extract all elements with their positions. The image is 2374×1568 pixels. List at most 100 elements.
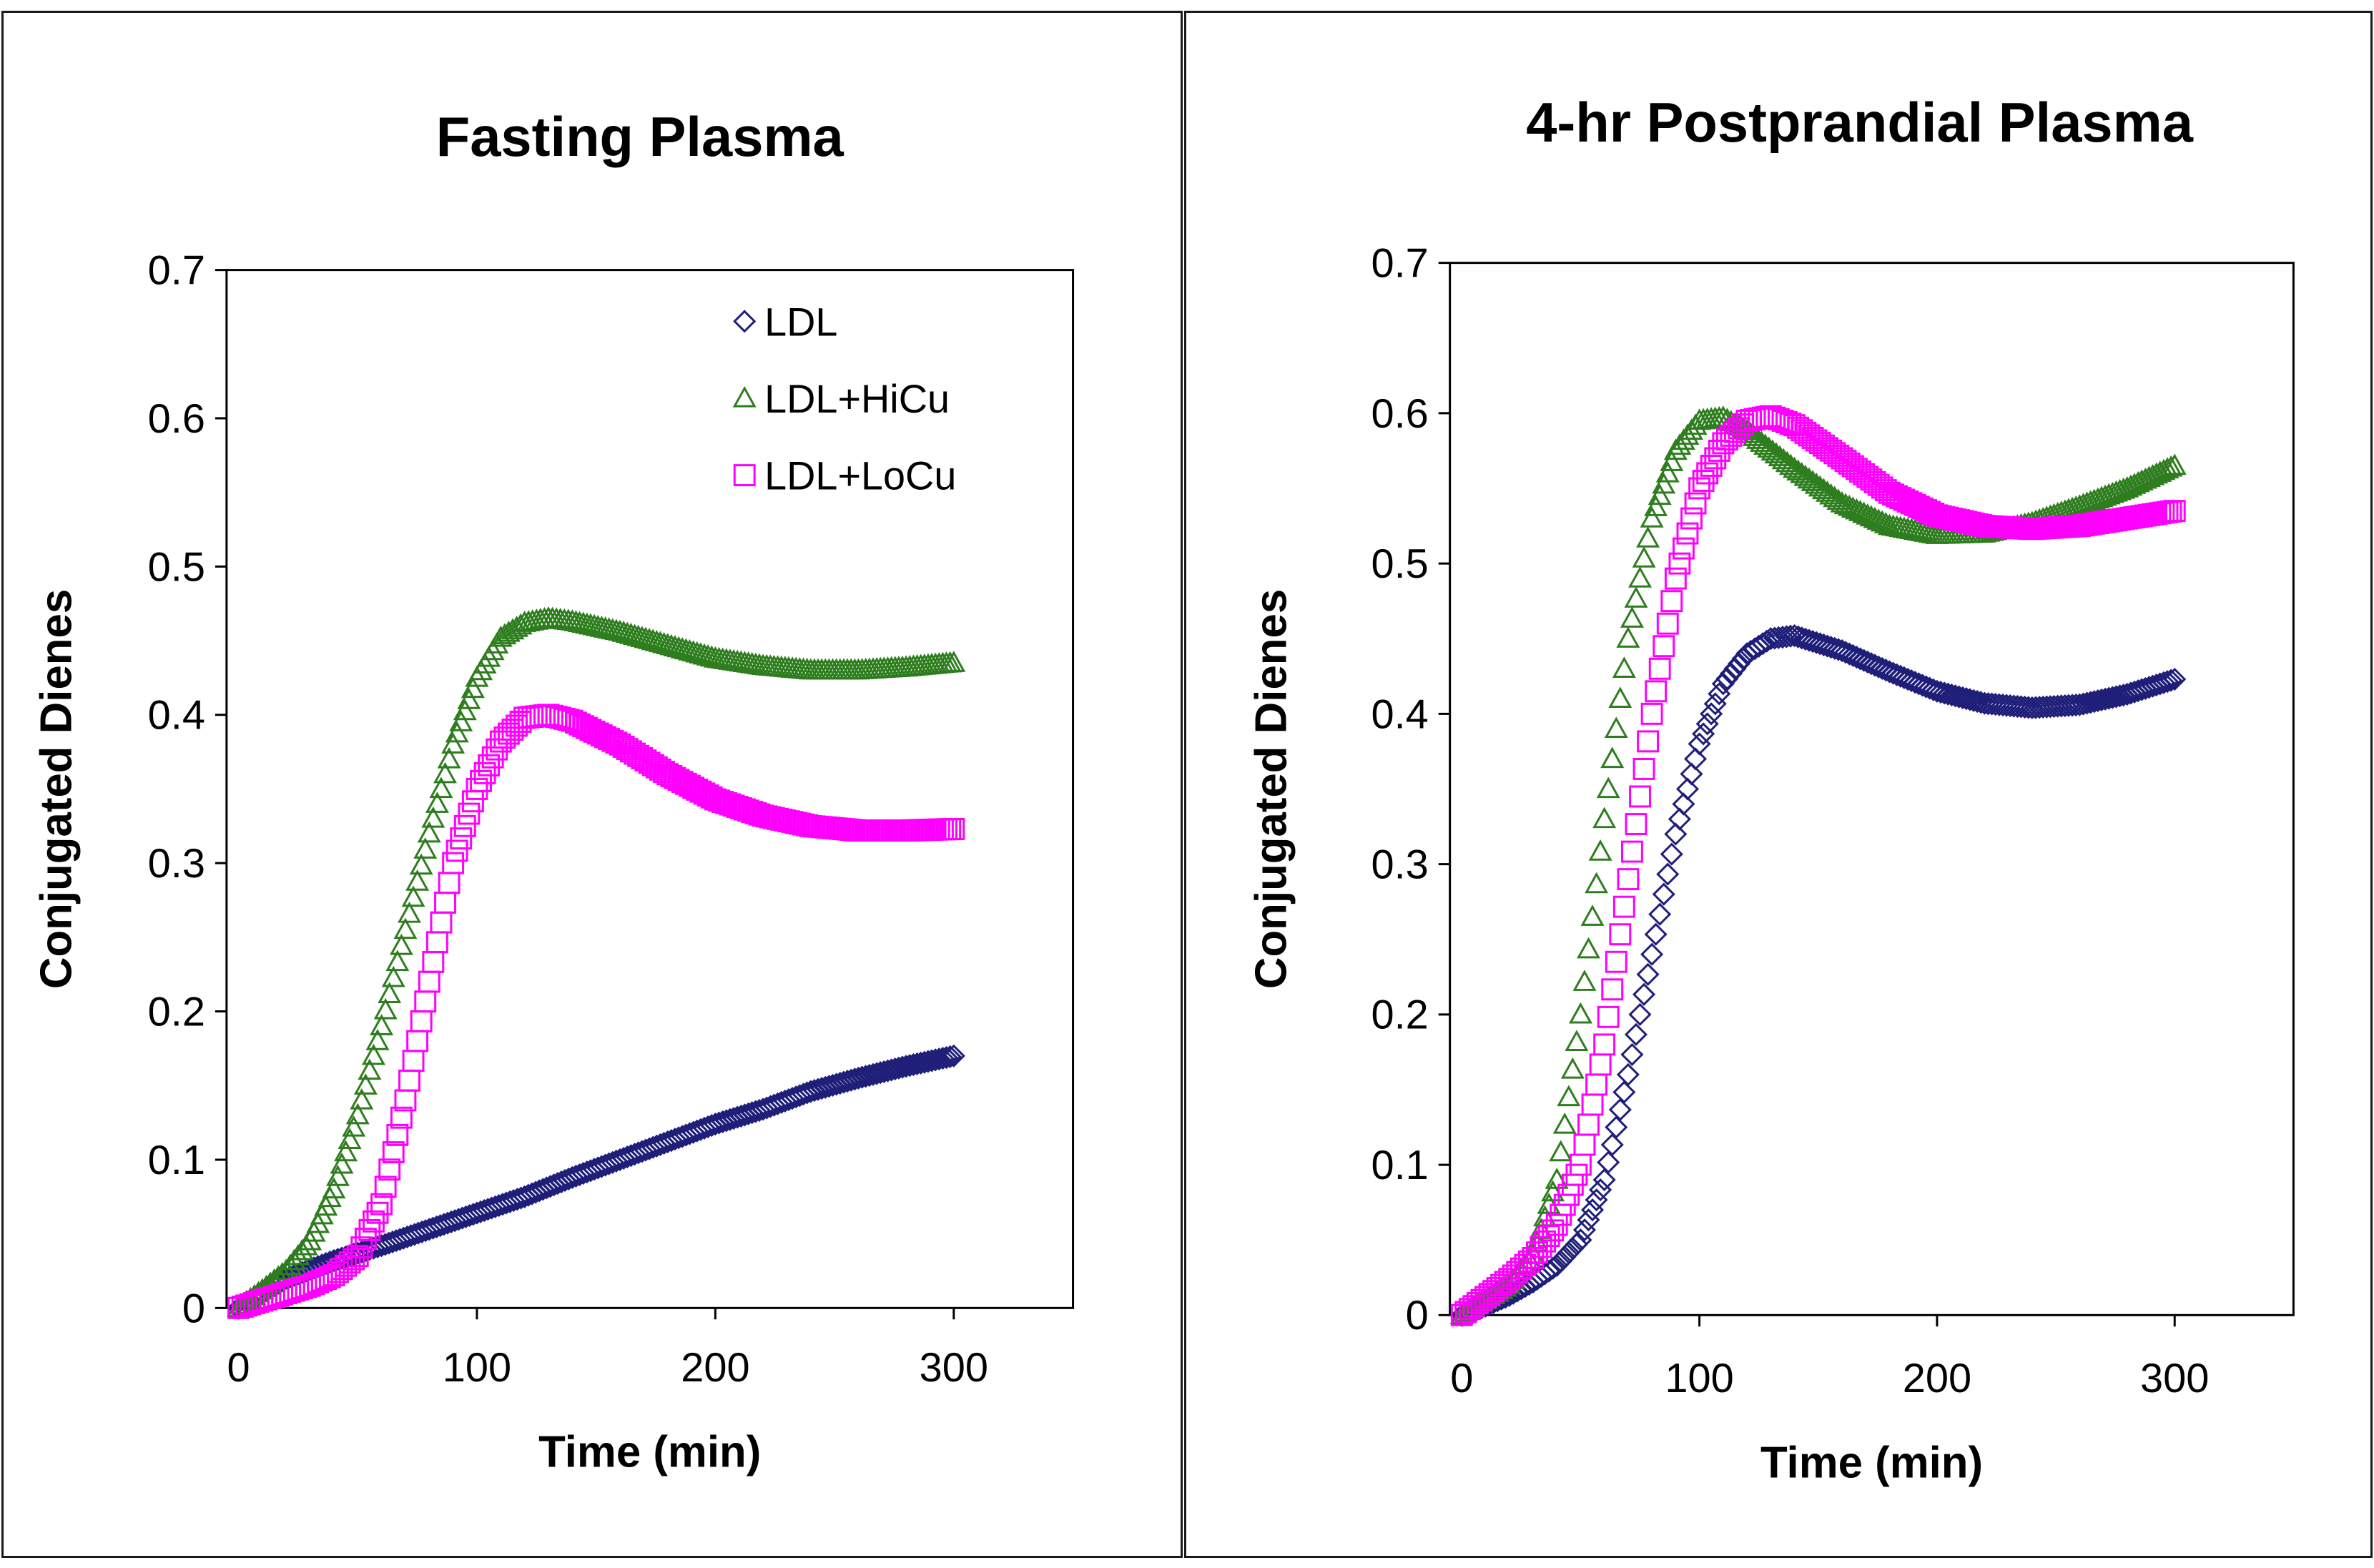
plot-area (1449, 262, 2295, 1316)
data-point (847, 1066, 870, 1090)
y-tick-label: 0.1 (1371, 1143, 1428, 1188)
data-point (1597, 1150, 1620, 1174)
data-point (1848, 647, 1872, 671)
data-point (1616, 1062, 1640, 1086)
data-point (2086, 689, 2109, 713)
data-point (1715, 428, 1738, 451)
data-point (1601, 978, 1624, 1001)
data-point (1620, 1042, 1644, 1066)
data-point (1680, 507, 1703, 530)
data-point (2093, 484, 2117, 506)
data-point (1648, 657, 1671, 680)
data-point (1585, 872, 1609, 894)
data-point (2086, 487, 2110, 509)
y-tick-label: 0.4 (148, 693, 205, 739)
data-point (1903, 671, 1927, 694)
data-point (1640, 702, 1663, 725)
data-point (1653, 635, 1675, 658)
data-point (2082, 488, 2107, 511)
data-point (857, 1063, 881, 1088)
y-tick-label: 0.5 (1371, 541, 1428, 587)
data-point (1644, 495, 1668, 516)
data-point (1656, 612, 1679, 635)
data-point (1867, 655, 1891, 679)
data-point (1660, 450, 1684, 471)
data-point (1704, 447, 1727, 470)
data-point (393, 917, 418, 940)
data-point (2097, 483, 2121, 505)
data-point (1589, 1178, 1612, 1202)
data-point (938, 1045, 962, 1068)
data-point (854, 1065, 877, 1088)
data-point (437, 746, 461, 769)
data-point (1672, 792, 1695, 816)
data-point (1625, 813, 1647, 835)
series-ldl-locu (1450, 405, 2186, 1326)
data-point (410, 1010, 433, 1032)
data-point (2152, 458, 2176, 480)
data-point (1652, 882, 1675, 906)
data-point (1874, 659, 1898, 682)
data-point (366, 1201, 389, 1224)
data-point (1553, 1245, 1577, 1269)
data-point (361, 1043, 385, 1065)
y-tick-label: 0.5 (148, 544, 205, 590)
data-point (1856, 650, 1879, 674)
data-point (1703, 692, 1727, 716)
data-point (872, 1060, 896, 1084)
data-point (373, 997, 398, 1020)
data-point (2089, 485, 2114, 508)
data-point (449, 710, 473, 731)
x-tick-label: 0 (1450, 1356, 1473, 1401)
data-point (422, 950, 445, 973)
data-point (2155, 670, 2180, 694)
data-point (1592, 807, 1617, 829)
data-point (2159, 455, 2183, 477)
chart-title: 4-hr Postprandial Plasma (1526, 92, 2194, 154)
data-point (430, 911, 453, 934)
data-point (1624, 1022, 1648, 1046)
data-point (1580, 1198, 1605, 1222)
data-point (1629, 785, 1651, 808)
data-point (1600, 746, 1625, 769)
data-point (1873, 512, 1898, 533)
data-point (1608, 1098, 1632, 1122)
data-point (1549, 1249, 1572, 1273)
data-point (865, 1062, 889, 1085)
data-point (417, 821, 441, 843)
data-point (466, 778, 488, 800)
data-point (1533, 1205, 1557, 1227)
legend-label-ldl: LDL (764, 299, 837, 344)
data-point (501, 719, 524, 741)
data-point (1581, 1093, 1604, 1116)
data-point (343, 1248, 365, 1271)
data-point (363, 1210, 385, 1233)
data-point (1668, 807, 1691, 831)
data-point (1841, 644, 1865, 667)
data-point (2072, 692, 2095, 716)
data-point (1636, 526, 1660, 548)
y-tick-label: 0.1 (148, 1138, 205, 1183)
data-point (489, 730, 512, 753)
data-point (2159, 669, 2183, 692)
data-point (338, 1128, 362, 1149)
data-point (924, 1048, 947, 1072)
data-point (1514, 1253, 1537, 1276)
data-point (1871, 656, 1894, 681)
data-point (1632, 546, 1656, 568)
data-point (2163, 667, 2187, 691)
data-point (1695, 712, 1719, 736)
data-point (1560, 1057, 1585, 1079)
data-point (1823, 636, 1846, 660)
data-point (1845, 646, 1868, 669)
y-tick-label: 0 (182, 1286, 205, 1331)
data-point (1719, 662, 1743, 686)
chart-panel-postprandial: 4-hr Postprandial Plasma 0 0.1 0.2 0.3 0.4 0.5… (1184, 11, 2373, 1558)
data-point (1624, 586, 1648, 608)
data-point (890, 1055, 915, 1079)
data-point (330, 1152, 354, 1174)
data-point (1881, 661, 1905, 685)
data-point (1896, 667, 1920, 691)
data-point (358, 1219, 381, 1241)
data-point (365, 1029, 390, 1050)
